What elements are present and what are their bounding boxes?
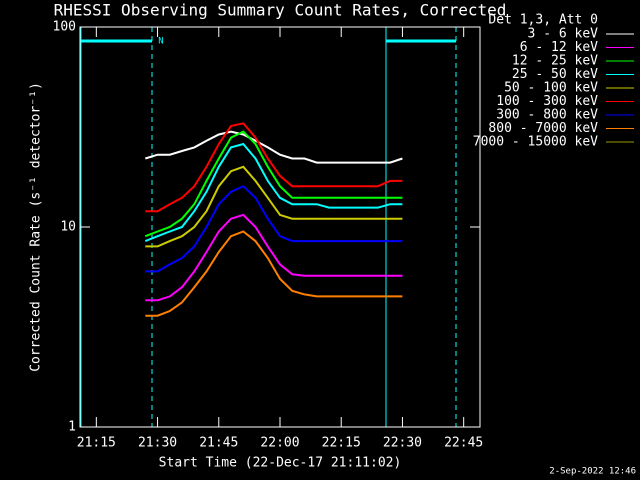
legend-label: 3 - 6 keV <box>528 27 599 42</box>
legend-label: 800 - 7000 keV <box>488 121 598 136</box>
series-line <box>145 213 403 302</box>
legend-label: 7000 - 15000 keV <box>473 135 598 150</box>
marker-label: N <box>158 37 163 47</box>
legend-label: 100 - 300 keV <box>496 94 598 109</box>
y-axis-label: Corrected Count Rate (s⁻¹ detector⁻¹) <box>29 82 44 372</box>
legend-title: Det 1,3, Att 0 <box>488 13 598 28</box>
series-line <box>145 165 403 248</box>
legend-label: 25 - 50 keV <box>512 67 598 82</box>
x-tick-label: 22:15 <box>322 436 361 451</box>
x-axis-label: Start Time (22-Dec-17 21:11:02) <box>159 456 402 471</box>
series-line <box>145 122 403 213</box>
x-tick-label: 21:30 <box>138 436 177 451</box>
legend-label: 50 - 100 keV <box>504 81 598 96</box>
y-tick-label: 1 <box>68 420 76 435</box>
chart-title: RHESSI Observing Summary Count Rates, Co… <box>54 1 507 20</box>
orbit-markers <box>80 27 457 427</box>
x-tick-label: 22:30 <box>383 436 422 451</box>
series-line <box>145 130 403 164</box>
x-tick-label: 21:45 <box>199 436 238 451</box>
y-tick-label: 100 <box>53 20 76 35</box>
series-line <box>144 142 403 243</box>
legend-label: 6 - 12 keV <box>520 40 598 55</box>
series-line <box>145 185 403 273</box>
series-line <box>145 230 403 317</box>
y-tick-label: 10 <box>60 220 76 235</box>
x-tick-label: 22:45 <box>444 436 483 451</box>
x-tick-label: 22:00 <box>260 436 299 451</box>
x-tick-label: 21:15 <box>77 436 116 451</box>
plot-frame <box>79 26 481 428</box>
series-line <box>144 130 403 238</box>
legend-label: 12 - 25 keV <box>512 54 598 69</box>
legend-label: 300 - 800 keV <box>496 108 598 123</box>
footer: 2-Sep-2022 12:46 <box>549 467 636 477</box>
